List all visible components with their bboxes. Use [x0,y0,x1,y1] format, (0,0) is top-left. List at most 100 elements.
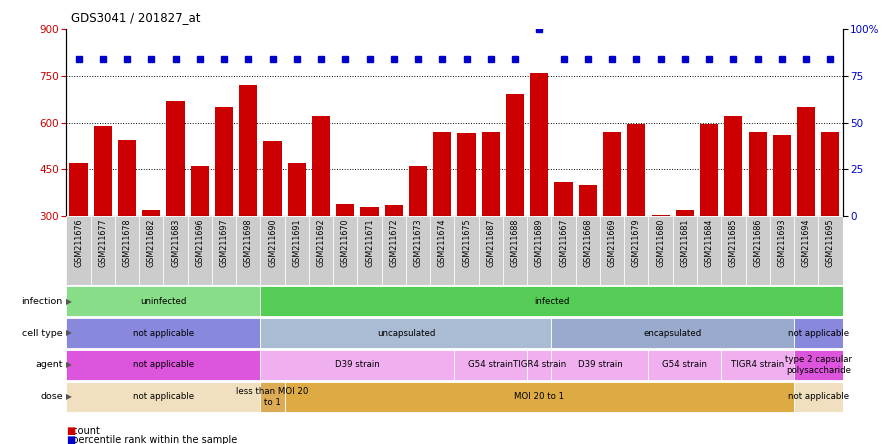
Bar [309,216,333,285]
Text: GSM211686: GSM211686 [753,218,762,267]
Bar [406,216,430,285]
Bar [66,285,260,317]
Bar [385,205,403,310]
Bar [164,216,188,285]
Text: GDS3041 / 201827_at: GDS3041 / 201827_at [71,11,200,24]
Bar [188,216,212,285]
Text: not applicable: not applicable [788,329,849,337]
Text: D39 strain: D39 strain [578,361,622,369]
Bar [527,349,551,381]
Bar [458,134,475,310]
Bar [551,216,576,285]
Text: GSM211672: GSM211672 [389,218,398,267]
Text: GSM211682: GSM211682 [147,218,156,267]
Bar [819,216,843,285]
Text: ▶: ▶ [65,329,72,337]
Text: GSM211676: GSM211676 [74,218,83,267]
Bar [66,216,90,285]
Bar [360,207,379,310]
Text: uncapsulated: uncapsulated [377,329,435,337]
Bar [700,124,719,310]
Bar [624,216,649,285]
Bar [381,216,406,285]
Bar [430,216,455,285]
Text: uninfected: uninfected [140,297,187,305]
Text: GSM211693: GSM211693 [777,218,787,267]
Bar [551,349,649,381]
Text: not applicable: not applicable [133,329,194,337]
Bar [285,381,794,412]
Text: GSM211685: GSM211685 [729,218,738,267]
Text: GSM211696: GSM211696 [196,218,204,267]
Bar [239,85,258,310]
Bar [794,349,843,381]
Bar [409,166,427,310]
Bar [260,317,551,349]
Bar [66,381,260,412]
Text: not applicable: not applicable [133,392,194,401]
Text: GSM211689: GSM211689 [535,218,544,267]
Bar [264,141,281,310]
Bar [651,214,670,310]
Text: percentile rank within the sample: percentile rank within the sample [66,435,238,444]
Bar [649,349,721,381]
Bar [336,204,354,310]
Bar [555,182,573,310]
Text: GSM211677: GSM211677 [98,218,107,267]
Text: GSM211681: GSM211681 [681,218,689,267]
Text: ▶: ▶ [65,297,72,305]
Text: GSM211688: GSM211688 [511,218,519,267]
Bar [797,107,815,310]
Bar [434,132,451,310]
Bar [724,116,743,310]
Bar [773,135,791,310]
Bar [139,216,164,285]
Text: GSM211680: GSM211680 [656,218,666,267]
Text: G54 strain: G54 strain [662,361,707,369]
Text: GSM211671: GSM211671 [365,218,374,267]
Text: ▶: ▶ [65,392,72,401]
Bar [770,216,794,285]
Bar [212,216,236,285]
Text: infection: infection [21,297,63,305]
Text: GSM211698: GSM211698 [243,218,253,267]
Text: agent: agent [35,361,63,369]
Text: GSM211670: GSM211670 [341,218,350,267]
Text: ■: ■ [66,435,75,444]
Text: ■: ■ [66,426,75,436]
Text: less than MOI 20
to 1: less than MOI 20 to 1 [236,387,309,407]
Bar [673,216,697,285]
Text: GSM211675: GSM211675 [462,218,471,267]
Text: GSM211694: GSM211694 [802,218,811,267]
Bar [455,216,479,285]
Text: ▶: ▶ [65,361,72,369]
Bar [285,216,309,285]
Bar [821,132,840,310]
Text: infected: infected [534,297,569,305]
Text: GSM211674: GSM211674 [438,218,447,267]
Text: not applicable: not applicable [133,361,194,369]
Bar [142,210,160,310]
Bar [794,216,819,285]
Text: cell type: cell type [22,329,63,337]
Bar [721,216,745,285]
Bar [166,101,185,310]
Bar [749,132,766,310]
Bar [358,216,381,285]
Bar [288,163,306,310]
Bar [115,216,139,285]
Bar [530,72,549,310]
Bar [649,216,673,285]
Text: GSM211690: GSM211690 [268,218,277,267]
Bar [676,210,694,310]
Bar [455,349,527,381]
Text: dose: dose [40,392,63,401]
Text: GSM211669: GSM211669 [608,218,617,267]
Bar [697,216,721,285]
Bar [333,216,358,285]
Text: GSM211697: GSM211697 [219,218,228,267]
Bar [503,216,527,285]
Bar [260,285,843,317]
Bar [479,216,503,285]
Bar [721,349,794,381]
